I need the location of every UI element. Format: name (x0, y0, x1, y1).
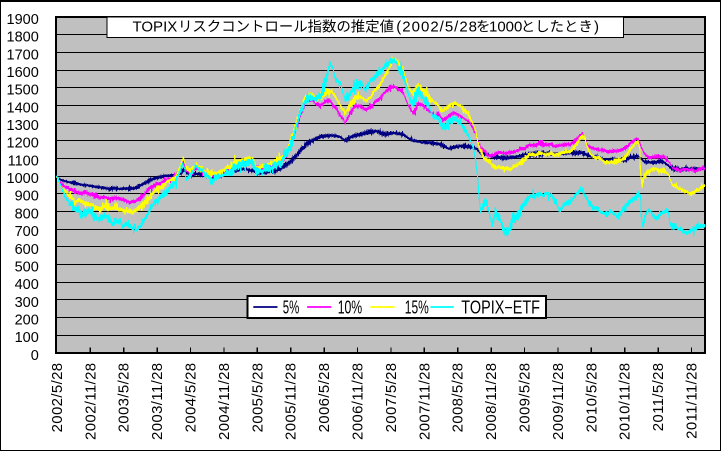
svg-text:2008/5/28: 2008/5/28 (450, 363, 467, 433)
svg-text:100: 100 (15, 330, 39, 346)
svg-text:1400: 1400 (7, 100, 39, 116)
svg-text:1500: 1500 (7, 83, 39, 99)
svg-text:2005/5/28: 2005/5/28 (249, 363, 266, 433)
svg-text:2011/11/28: 2011/11/28 (684, 363, 701, 439)
svg-text:700: 700 (15, 224, 39, 240)
svg-text:2004/11/28: 2004/11/28 (216, 363, 233, 440)
svg-text:15%: 15% (405, 298, 429, 318)
svg-text:500: 500 (15, 260, 39, 276)
svg-text:900: 900 (15, 189, 39, 205)
svg-text:1700: 1700 (7, 47, 39, 63)
svg-text:1000: 1000 (7, 171, 39, 187)
svg-text:2003/11/28: 2003/11/28 (149, 363, 166, 440)
svg-text:0: 0 (31, 348, 39, 364)
svg-text:2005/11/28: 2005/11/28 (283, 363, 300, 440)
svg-text:2009/5/28: 2009/5/28 (517, 363, 534, 433)
svg-text:600: 600 (15, 242, 39, 258)
svg-text:2007/5/28: 2007/5/28 (383, 363, 400, 433)
svg-text:2003/5/28: 2003/5/28 (116, 363, 133, 433)
svg-text:10%: 10% (338, 298, 363, 318)
svg-text:2009/11/28: 2009/11/28 (550, 363, 567, 440)
svg-text:400: 400 (15, 277, 39, 293)
svg-text:300: 300 (15, 295, 39, 311)
svg-text:200: 200 (15, 313, 39, 329)
svg-text:2008/11/28: 2008/11/28 (483, 363, 500, 440)
svg-text:1000: 1000 (489, 19, 522, 36)
svg-text:2006/5/28: 2006/5/28 (316, 363, 333, 433)
svg-text:(2002/5/28: (2002/5/28 (396, 19, 478, 36)
svg-text:): ) (594, 19, 599, 36)
svg-text:2002/5/28: 2002/5/28 (49, 363, 66, 433)
svg-text:2004/5/28: 2004/5/28 (183, 363, 200, 433)
svg-text:1800: 1800 (7, 30, 39, 46)
svg-text:2006/11/28: 2006/11/28 (350, 363, 367, 440)
svg-text:1200: 1200 (7, 136, 39, 152)
svg-text:1900: 1900 (7, 12, 39, 28)
svg-text:TOPIX: TOPIX (133, 19, 178, 36)
svg-text:800: 800 (15, 206, 39, 222)
svg-text:2011/5/28: 2011/5/28 (650, 363, 667, 432)
svg-text:TOPIX−ETF: TOPIX−ETF (461, 298, 540, 318)
svg-text:1600: 1600 (7, 65, 39, 81)
svg-text:5%: 5% (283, 298, 300, 318)
svg-text:2002/11/28: 2002/11/28 (82, 363, 99, 440)
svg-text:2007/11/28: 2007/11/28 (416, 363, 433, 440)
svg-text:1300: 1300 (7, 118, 39, 134)
svg-text:2010/5/28: 2010/5/28 (583, 363, 600, 433)
svg-text:2010/11/28: 2010/11/28 (617, 363, 634, 440)
svg-text:1100: 1100 (8, 153, 39, 169)
